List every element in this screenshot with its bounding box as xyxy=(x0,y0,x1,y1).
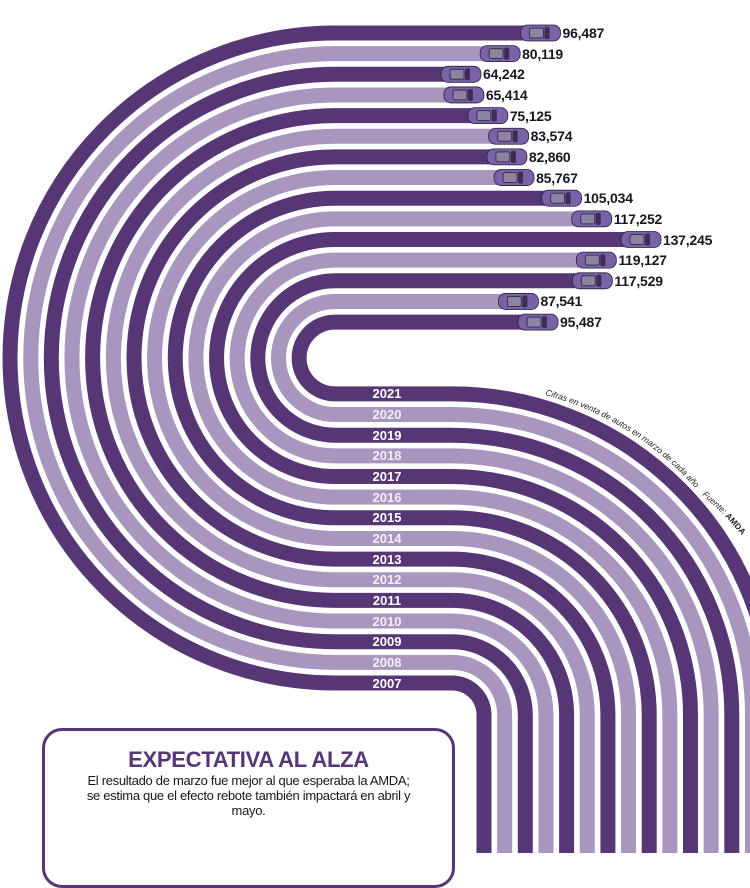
car-icon xyxy=(517,313,559,331)
car-icon xyxy=(571,210,613,228)
value-label-2011: 75,125 xyxy=(509,107,552,124)
value-label-2009: 64,242 xyxy=(483,66,525,83)
year-label-2013: 2013 xyxy=(372,551,402,567)
track-band-2013 xyxy=(126,149,616,853)
car-markers xyxy=(440,24,662,331)
year-label-2021: 2021 xyxy=(372,386,402,402)
car-icon xyxy=(486,148,528,166)
track-band-2012 xyxy=(105,128,595,853)
car-icon xyxy=(571,272,613,290)
track-band-2016 xyxy=(188,211,678,853)
track-band-2009 xyxy=(43,66,533,853)
car-icon xyxy=(575,251,617,269)
track-band-2007 xyxy=(2,25,525,853)
track-band-2021 xyxy=(291,314,750,618)
s-shaped-track-chart: Cifras en venta de autos en marzo de cad… xyxy=(2,24,750,853)
track-band-2008 xyxy=(23,46,513,853)
car-icon xyxy=(440,65,482,83)
value-label-2018: 119,127 xyxy=(618,252,667,269)
car-icon xyxy=(467,107,509,124)
car-icon xyxy=(479,45,521,63)
track-band-2017 xyxy=(209,232,698,853)
year-label-2020: 2020 xyxy=(372,407,402,423)
value-label-2012: 83,574 xyxy=(530,128,573,145)
value-label-2019: 117,529 xyxy=(614,272,663,289)
year-label-2016: 2016 xyxy=(372,489,402,505)
year-label-2012: 2012 xyxy=(372,572,402,588)
year-label-2018: 2018 xyxy=(372,448,402,464)
value-label-2008: 80,119 xyxy=(522,45,563,62)
year-label-2011: 2011 xyxy=(372,592,402,608)
year-label-2017: 2017 xyxy=(372,469,402,484)
info-title: EXPECTATIVA AL ALZA xyxy=(128,747,369,772)
year-label-2009: 2009 xyxy=(372,634,402,650)
year-label-2015: 2015 xyxy=(372,510,402,526)
track-band-2015 xyxy=(167,190,657,853)
value-label-2021: 95,487 xyxy=(560,314,602,331)
car-icon xyxy=(541,189,582,207)
value-label-2010: 65,414 xyxy=(485,86,528,103)
infographic: Cifras en venta de autos en marzo de cad… xyxy=(2,24,750,888)
value-label-2016: 117,252 xyxy=(613,210,663,227)
value-label-2017: 137,245 xyxy=(663,231,713,248)
value-label-2014: 85,767 xyxy=(536,169,578,186)
info-box: EXPECTATIVA AL ALZA El resultado de marz… xyxy=(42,728,455,888)
year-label-2014: 2014 xyxy=(372,530,402,546)
value-label-2020: 87,541 xyxy=(540,293,583,310)
car-icon xyxy=(520,24,561,42)
car-icon xyxy=(443,86,485,104)
track-band-2020 xyxy=(271,293,750,853)
car-icon xyxy=(488,127,530,145)
year-label-2010: 2010 xyxy=(372,613,402,629)
track-band-2011 xyxy=(85,108,575,853)
year-label-2019: 2019 xyxy=(372,427,402,443)
value-label-2007: 96,487 xyxy=(562,25,605,41)
track-band-2014 xyxy=(147,170,637,853)
track-band-2010 xyxy=(64,87,554,853)
car-icon xyxy=(498,293,539,310)
info-text: El resultado de marzo fue mejor al que e… xyxy=(86,773,411,818)
track-band-2018 xyxy=(229,252,719,853)
year-label-2007: 2007 xyxy=(372,675,402,691)
car-icon xyxy=(493,169,535,186)
year-label-2008: 2008 xyxy=(372,654,402,670)
value-label-2013: 82,860 xyxy=(528,148,571,165)
track-bands xyxy=(2,25,750,853)
track-band-2019 xyxy=(250,273,740,853)
value-label-2015: 105,034 xyxy=(583,190,633,207)
car-icon xyxy=(620,231,662,248)
